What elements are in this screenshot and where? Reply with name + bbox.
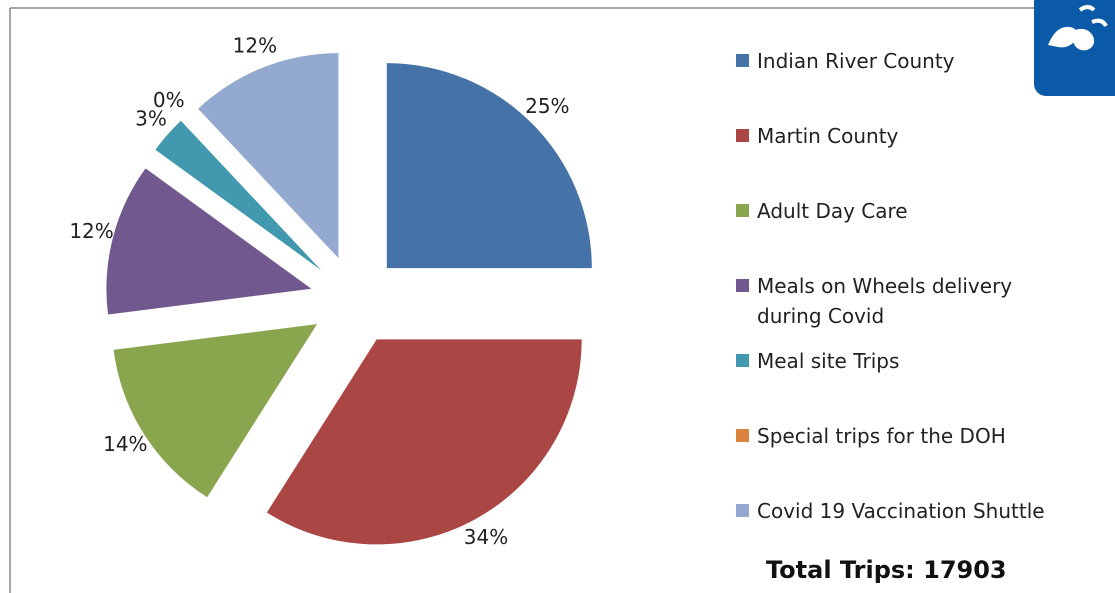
legend-item: Special trips for the DOH (736, 421, 1115, 451)
legend-label: Special trips for the DOH (757, 424, 1006, 448)
pie-slice (266, 339, 582, 545)
pie-slice (106, 168, 312, 315)
slice-label: 12% (69, 219, 113, 243)
legend-item: Meals on Wheels delivery during Covid (736, 271, 1115, 331)
legend-label: Meals on Wheels delivery during Covid (757, 274, 1013, 328)
total-trips: Total Trips: 17903 (766, 556, 1007, 584)
slice-label: 34% (464, 525, 508, 549)
legend-item: Covid 19 Vaccination Shuttle (736, 496, 1115, 526)
legend-label: Martin County (757, 124, 899, 148)
slice-label: 12% (233, 34, 277, 58)
legend-label: Adult Day Care (757, 199, 908, 223)
pie-slice (198, 53, 339, 259)
pie-slice (183, 117, 325, 268)
pie-slice (113, 324, 318, 498)
legend-swatch (736, 204, 749, 217)
legend-swatch (736, 54, 749, 67)
legend-label: Indian River County (757, 49, 955, 73)
slice-label: 14% (103, 432, 147, 456)
slice-label: 25% (525, 94, 569, 118)
legend-swatch (736, 429, 749, 442)
legend-label: Meal site Trips (757, 349, 900, 373)
legend-item: Adult Day Care (736, 196, 1115, 226)
sign-language-icon (1034, 0, 1115, 96)
legend-swatch (736, 354, 749, 367)
legend-label: Covid 19 Vaccination Shuttle (757, 499, 1045, 523)
legend-swatch (736, 129, 749, 142)
legend-swatch (736, 504, 749, 517)
slice-label: 0% (153, 88, 185, 112)
legend-item: Meal site Trips (736, 346, 1115, 376)
legend-item: Martin County (736, 121, 1115, 151)
pie-slice (155, 120, 322, 271)
legend-swatch (736, 279, 749, 292)
pie-slice (386, 63, 592, 269)
legend-item: Indian River County (736, 46, 1115, 76)
slice-label: 3% (135, 107, 167, 131)
